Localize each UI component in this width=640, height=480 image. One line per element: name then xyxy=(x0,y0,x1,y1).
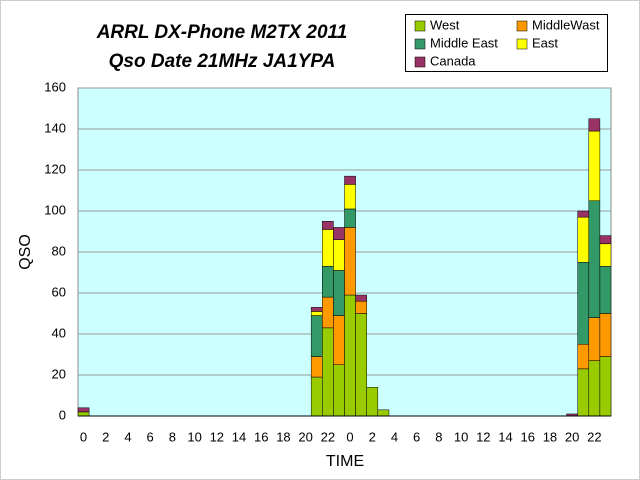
y-tick-label: 160 xyxy=(44,79,66,94)
x-tick-label: 16 xyxy=(254,429,268,444)
y-tick-label: 100 xyxy=(44,202,66,217)
x-tick-label: 16 xyxy=(520,429,534,444)
x-tick-label: 14 xyxy=(498,429,512,444)
legend-label: West xyxy=(430,17,460,32)
bar-segment xyxy=(322,327,334,417)
bar-segment xyxy=(322,221,334,230)
legend-swatch xyxy=(516,38,528,50)
bar-segment xyxy=(577,368,590,417)
bar-segment xyxy=(322,266,334,298)
bar-segment xyxy=(577,262,590,345)
x-tick-label: 22 xyxy=(321,429,335,444)
bar-segment xyxy=(344,175,356,185)
legend-swatch xyxy=(414,20,426,32)
x-tick-label: 10 xyxy=(454,429,468,444)
bar-segment xyxy=(333,239,345,271)
x-tick-label: 10 xyxy=(187,429,201,444)
x-axis-title: TIME xyxy=(326,453,364,470)
bar-segment xyxy=(599,243,612,267)
bar-segment xyxy=(310,356,323,378)
y-axis-title: QSO xyxy=(17,234,34,270)
bar-segment xyxy=(77,407,90,413)
x-tick-label: 4 xyxy=(124,429,131,444)
y-tick-label: 20 xyxy=(52,366,66,381)
y-tick-label: 40 xyxy=(52,325,66,340)
y-tick-label: 80 xyxy=(52,243,66,258)
bar-segment xyxy=(599,235,612,245)
x-tick-label: 8 xyxy=(435,429,442,444)
bar-segment xyxy=(588,317,601,361)
bar-segment xyxy=(333,364,345,417)
x-tick-label: 20 xyxy=(565,429,579,444)
bar-segment xyxy=(377,409,390,417)
bar-segment xyxy=(333,270,345,316)
bar-segment xyxy=(310,311,323,316)
bar-segment xyxy=(310,307,323,312)
legend-swatch xyxy=(516,20,528,32)
x-tick-label: 6 xyxy=(147,429,154,444)
bar-segment xyxy=(77,411,90,417)
bar-segment xyxy=(577,216,590,263)
bar-segment xyxy=(322,296,334,329)
bar-segment xyxy=(588,200,601,318)
legend-label: Middle East xyxy=(430,35,498,50)
legend-label: East xyxy=(532,35,558,50)
bar-segment xyxy=(577,210,590,218)
y-tick-label: 0 xyxy=(59,407,66,422)
bar-segment xyxy=(344,227,356,296)
x-tick-label: 0 xyxy=(80,429,87,444)
bar-segment xyxy=(599,266,612,314)
bar-segment xyxy=(310,315,323,357)
x-tick-label: 2 xyxy=(369,429,376,444)
x-tick-label: 20 xyxy=(298,429,312,444)
bar-segment xyxy=(588,118,601,132)
x-tick-label: 0 xyxy=(346,429,353,444)
x-tick-label: 12 xyxy=(210,429,224,444)
x-tick-label: 4 xyxy=(391,429,398,444)
legend-label: Canada xyxy=(430,53,476,68)
x-tick-label: 14 xyxy=(232,429,246,444)
legend-swatch xyxy=(414,38,426,50)
bar-segment xyxy=(599,356,612,417)
y-tick-label: 120 xyxy=(44,161,66,176)
x-tick-label: 18 xyxy=(276,429,290,444)
bar-segment xyxy=(588,360,601,417)
x-tick-label: 12 xyxy=(476,429,490,444)
legend-box xyxy=(405,14,608,72)
chart-title: ARRL DX-Phone M2TX 2011 xyxy=(96,22,348,43)
legend-swatch xyxy=(414,56,426,68)
x-tick-label: 8 xyxy=(169,429,176,444)
bar-segment xyxy=(355,313,367,417)
bar-segment xyxy=(577,344,590,370)
y-tick-label: 140 xyxy=(44,120,66,135)
bar-segment xyxy=(588,130,601,201)
legend-label: MiddleWast xyxy=(532,17,600,32)
bar-segment xyxy=(310,376,323,417)
bar-segment xyxy=(344,184,356,210)
chart-subtitle: Qso Date 21MHz JA1YPA xyxy=(109,51,336,72)
bar-segment xyxy=(344,294,356,417)
bar-segment xyxy=(366,387,379,417)
bar-segment xyxy=(599,313,612,357)
bar-segment xyxy=(344,208,356,228)
x-tick-label: 22 xyxy=(587,429,601,444)
bar-segment xyxy=(355,300,367,314)
bar-segment xyxy=(322,229,334,267)
bar-segment xyxy=(333,315,345,365)
bar-segment xyxy=(333,227,345,240)
x-tick-label: 6 xyxy=(413,429,420,444)
x-tick-label: 2 xyxy=(102,429,109,444)
x-tick-label: 18 xyxy=(543,429,557,444)
bar-segment xyxy=(355,294,367,302)
y-tick-label: 60 xyxy=(52,284,66,299)
